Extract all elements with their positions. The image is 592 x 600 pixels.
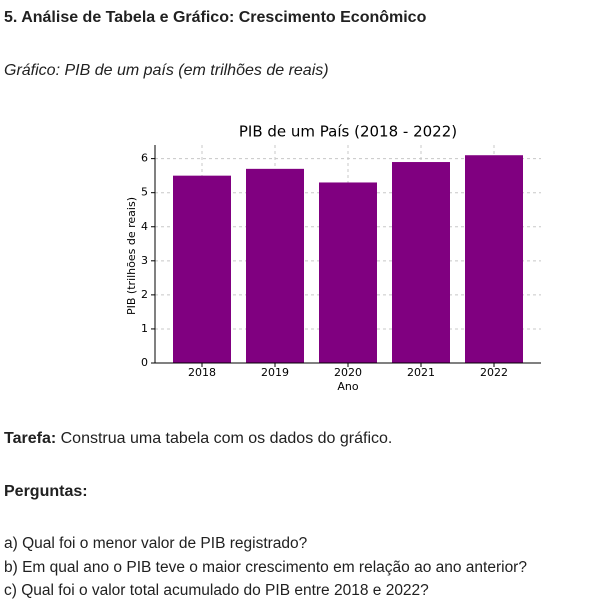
x-tick-label: 2021	[407, 366, 435, 379]
task-label: Tarefa:	[4, 430, 57, 447]
caption: Gráfico: PIB de um país (em trilhões de …	[4, 62, 329, 79]
x-tick-label: 2018	[188, 366, 216, 379]
y-axis-label: PIB (trilhões de reais)	[125, 197, 138, 315]
y-tick-label: 4	[141, 220, 148, 233]
x-tick-label: 2019	[261, 366, 289, 379]
y-tick-label: 2	[141, 288, 148, 301]
question: b) Em qual ano o PIB teve o maior cresci…	[4, 559, 527, 576]
chart-title: PIB de um País (2018 - 2022)	[239, 123, 457, 141]
question: c) Qual foi o valor total acumulado do P…	[4, 582, 429, 599]
y-tick-label: 5	[141, 186, 148, 199]
y-tick-label: 0	[141, 356, 148, 369]
x-tick-label: 2022	[480, 366, 508, 379]
bar	[173, 175, 231, 363]
x-axis-label: Ano	[337, 380, 358, 393]
bar	[319, 182, 377, 363]
y-tick-label: 1	[141, 322, 148, 335]
bar	[246, 168, 304, 363]
heading: 5. Análise de Tabela e Gráfico: Crescime…	[4, 9, 427, 26]
task: Tarefa: Construa uma tabela com os dados…	[4, 430, 392, 448]
bar	[465, 155, 523, 363]
y-tick-label: 3	[141, 254, 148, 267]
task-text: Construa uma tabela com os dados do gráf…	[56, 430, 393, 447]
x-tick-label: 2020	[334, 366, 362, 379]
questions-title: Perguntas:	[4, 483, 88, 500]
question: a) Qual foi o menor valor de PIB registr…	[4, 535, 308, 552]
y-tick-label: 6	[141, 152, 148, 165]
bar	[392, 162, 450, 363]
